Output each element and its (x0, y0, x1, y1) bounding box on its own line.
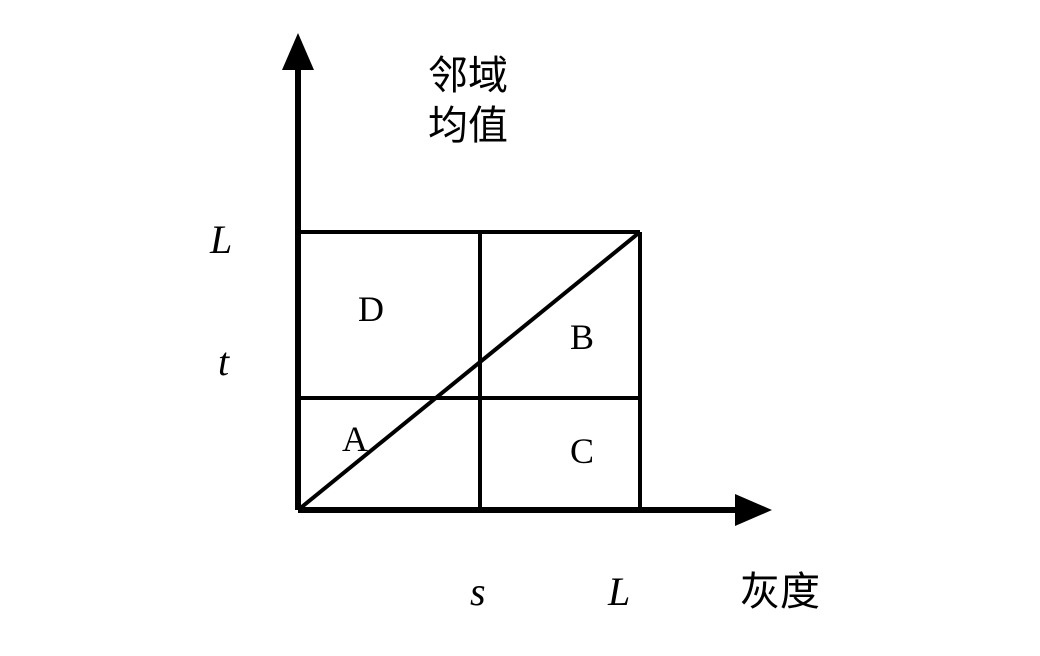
diagram-canvas: 邻域 均值 灰度 L t s L D B A C (0, 0, 1040, 656)
y-axis-title-line1: 邻域 (428, 54, 508, 98)
region-B: B (570, 318, 594, 358)
x-tick-s: s (470, 570, 486, 614)
diagram-svg (0, 0, 1040, 656)
x-axis-title: 灰度 (740, 570, 820, 614)
x-tick-L: L (608, 570, 630, 614)
y-axis-arrowhead (282, 33, 314, 70)
region-A: A (342, 420, 368, 460)
region-C: C (570, 432, 594, 472)
y-tick-L: L (210, 218, 232, 262)
region-D: D (358, 290, 384, 330)
x-axis-arrowhead (735, 494, 772, 526)
y-axis-title-line2: 均值 (428, 104, 508, 148)
y-tick-t: t (218, 340, 229, 384)
